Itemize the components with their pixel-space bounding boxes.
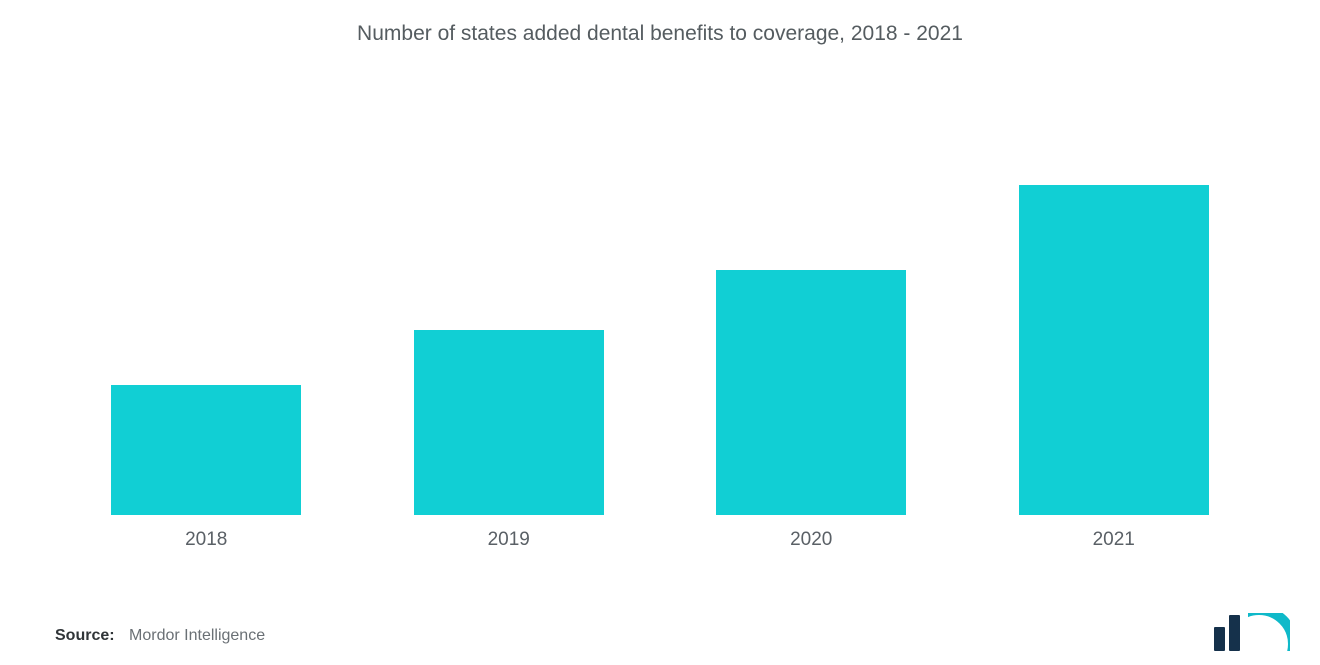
mordor-logo-icon (1214, 613, 1290, 651)
logo-swoosh-icon (1248, 613, 1290, 651)
bar (716, 270, 906, 515)
source-value: Mordor Intelligence (129, 627, 265, 644)
bar-slot: 2019 (358, 80, 661, 515)
bar-slot: 2018 (55, 80, 358, 515)
plot-area: 2018201920202021 (55, 80, 1265, 515)
x-axis-label: 2021 (963, 515, 1266, 551)
bar (1019, 185, 1209, 515)
x-axis-label: 2020 (660, 515, 963, 551)
source-label: Source: (55, 627, 115, 644)
chart-title: Number of states added dental benefits t… (0, 22, 1320, 46)
logo-bar-2 (1229, 615, 1240, 651)
logo-bar-1 (1214, 627, 1225, 651)
bar-slot: 2021 (963, 80, 1266, 515)
chart-container: Number of states added dental benefits t… (0, 0, 1320, 665)
source-attribution: Source: Mordor Intelligence (55, 627, 265, 645)
bar (111, 385, 301, 515)
bar (414, 330, 604, 515)
bar-slot: 2020 (660, 80, 963, 515)
x-axis-label: 2019 (358, 515, 661, 551)
x-axis-label: 2018 (55, 515, 358, 551)
